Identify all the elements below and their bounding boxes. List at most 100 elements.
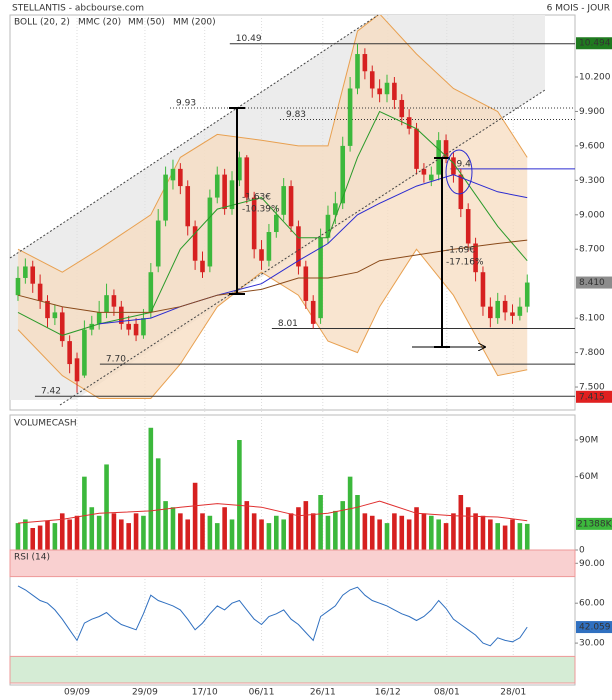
- rsi-marker: [576, 621, 612, 634]
- price-marker: [576, 390, 612, 403]
- legend-entry: MM (50): [128, 18, 165, 28]
- annotation: -1.63€: [242, 193, 271, 203]
- candle-body: [37, 283, 43, 301]
- candle-body: [237, 157, 242, 181]
- volume-bar: [451, 513, 456, 550]
- candle-body: [89, 323, 95, 330]
- highlight-circle: [445, 149, 473, 195]
- candle-body: [340, 145, 346, 204]
- x-tick-label: 26/11: [310, 688, 336, 698]
- candle-body: [67, 341, 72, 365]
- candle-body: [178, 168, 183, 187]
- moving-average: [17, 110, 528, 336]
- volume-bar: [517, 523, 523, 550]
- candle-body: [347, 88, 353, 146]
- volume-bar: [59, 513, 65, 550]
- y-tick-label: 10.200: [579, 73, 611, 83]
- candle-body: [333, 203, 338, 215]
- channel-line: [59, 89, 546, 406]
- volume-bar: [30, 528, 36, 550]
- y-tick-label: 7.800: [579, 348, 605, 358]
- volume-bar: [163, 501, 168, 550]
- candle-body: [296, 226, 301, 267]
- candle-body: [502, 300, 508, 313]
- y-tick-label: 30.00: [579, 639, 605, 649]
- volume-bar: [259, 519, 264, 550]
- candle-body: [524, 282, 530, 307]
- volume-bar: [141, 515, 146, 550]
- volume-bar: [178, 513, 183, 550]
- volume-bar: [229, 519, 235, 550]
- candle-body: [214, 174, 220, 198]
- volume-bar: [237, 440, 242, 550]
- price-marker-label: 8.410: [579, 278, 605, 288]
- volume-bar: [436, 519, 441, 550]
- volume-marker-label: 21388K: [577, 519, 612, 529]
- volume-bar: [45, 520, 50, 550]
- candle-body: [222, 174, 227, 210]
- volume-bar: [495, 523, 501, 550]
- candle-body: [266, 232, 272, 261]
- volume-bar: [296, 507, 301, 550]
- volume-bar: [192, 482, 198, 550]
- annotation: -10.39%: [242, 205, 280, 215]
- volume-bar: [414, 507, 419, 550]
- volume-marker: [576, 517, 612, 530]
- volume-bar: [480, 515, 486, 550]
- volume-bar: [362, 513, 368, 550]
- volume-bar: [222, 507, 227, 550]
- candle-body: [495, 300, 501, 319]
- candle-body: [185, 186, 191, 227]
- volume-bar: [347, 476, 353, 550]
- candle-body: [207, 197, 213, 267]
- volume-bar: [377, 519, 382, 550]
- volume-bar: [288, 513, 294, 550]
- candle-body: [259, 249, 264, 261]
- legend-entry: MMC (20): [78, 18, 121, 28]
- candle-body: [488, 306, 493, 319]
- candle-body: [303, 266, 309, 301]
- candle-body: [15, 277, 21, 296]
- candle-body: [23, 266, 28, 278]
- rsi-marker-label: 42.059: [579, 623, 611, 633]
- x-tick-label: 06/11: [249, 688, 275, 698]
- level-label: 7.70: [106, 355, 126, 365]
- y-tick-label: 8.700: [579, 245, 605, 255]
- volume-bar: [23, 519, 28, 550]
- candle-body: [82, 329, 87, 376]
- candle-body: [517, 306, 523, 316]
- price-marker-label: 10.494: [579, 39, 611, 49]
- rsi-line: [17, 585, 528, 647]
- volume-bar: [244, 501, 250, 550]
- candle-body: [111, 295, 117, 307]
- candle-body: [384, 82, 390, 95]
- rsi-zone: [9, 549, 576, 578]
- level-label: 9.4: [456, 159, 471, 169]
- candle-body: [192, 226, 198, 261]
- y-tick-label: 9.000: [579, 210, 605, 220]
- candle-body: [133, 323, 139, 336]
- level-label: 10.49: [236, 34, 262, 44]
- channel-line: [9, 14, 379, 259]
- period: 6 MOIS - JOUR: [547, 4, 610, 14]
- y-tick-label: 9.900: [579, 107, 605, 117]
- candle-body: [148, 272, 154, 313]
- volume-bar: [384, 523, 390, 550]
- candle-body: [392, 82, 397, 100]
- volume-bar: [155, 458, 161, 550]
- candle-body: [310, 300, 316, 324]
- volume-bar: [170, 507, 176, 550]
- candle-body: [170, 168, 176, 181]
- candle-body: [229, 180, 235, 210]
- candle-body: [244, 157, 250, 198]
- volume-bar: [52, 523, 58, 550]
- candle-body: [473, 243, 478, 273]
- candle-body: [155, 220, 161, 267]
- candle-body: [451, 157, 456, 175]
- candle-body: [443, 140, 449, 158]
- candle-body: [59, 312, 65, 342]
- volume-bar: [428, 515, 434, 550]
- candle-body: [45, 300, 50, 319]
- candle-body: [104, 295, 109, 313]
